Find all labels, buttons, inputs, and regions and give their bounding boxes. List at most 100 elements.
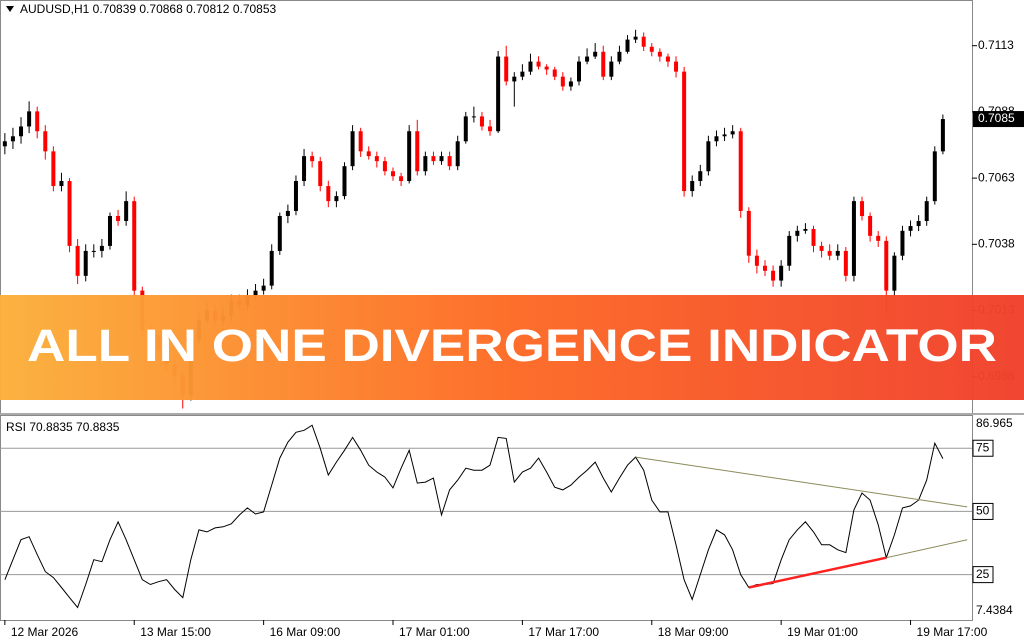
y-min-label: 7.4384 [976, 603, 1013, 617]
candle-body [633, 36, 638, 40]
candle-body [932, 151, 937, 202]
candle-body [601, 51, 606, 77]
candle-body [585, 56, 590, 62]
marks [2, 29, 968, 609]
candle-body [132, 201, 137, 291]
candle-body [916, 221, 921, 227]
candle-body [827, 250, 832, 256]
candle-body [326, 186, 331, 202]
candle-body [91, 250, 96, 252]
candle-body [2, 141, 7, 147]
candle-body [520, 71, 525, 77]
y-tick-label: 0.7063 [978, 170, 1015, 184]
candle-body [835, 250, 840, 256]
y-tick-box [972, 502, 994, 520]
y-max-label: 86.965 [976, 416, 1013, 430]
candle-body [447, 156, 452, 167]
candle-body [722, 134, 727, 137]
candle-body [293, 181, 298, 211]
candle-body [496, 56, 501, 132]
current-price-label: 0.7085 [978, 111, 1015, 125]
candle-body [415, 131, 420, 172]
candle-body [407, 131, 412, 182]
candle-body [674, 61, 679, 72]
x-tick-label: 19 Mar 01:00 [787, 625, 858, 639]
rsi-line [4, 424, 944, 609]
divergence-line [886, 539, 968, 559]
candle-body [358, 131, 363, 152]
candle-body [342, 166, 347, 197]
banner-band [0, 295, 1024, 400]
candle-body [779, 265, 784, 281]
candle-body [682, 71, 687, 192]
candle-body [116, 215, 121, 222]
candle-body [471, 116, 476, 118]
candle-body [625, 39, 630, 52]
candle-body [746, 210, 751, 256]
candle-body [67, 181, 72, 246]
candle-body [399, 176, 404, 182]
candle-body [528, 61, 533, 72]
y-tick-label: 50 [976, 504, 990, 518]
candle-body [892, 255, 897, 291]
candle-body [795, 230, 800, 236]
candle-body [463, 116, 468, 142]
candle-body [609, 61, 614, 77]
candle-body [762, 265, 767, 271]
candle-body [27, 111, 32, 127]
candle-body [374, 156, 379, 162]
divergence-line [635, 456, 968, 508]
candle-body [366, 151, 371, 157]
x-tick-label: 19 Mar 17:00 [917, 625, 988, 639]
y-tick-box [972, 439, 994, 457]
candle-body [455, 141, 460, 167]
x-tick-label: 13 Mar 15:00 [140, 625, 211, 639]
candle-body [924, 201, 929, 222]
candle-body [439, 156, 444, 162]
candle-body [593, 51, 598, 57]
candle-body [560, 76, 565, 87]
candle-body [269, 250, 274, 286]
candle-body [843, 250, 848, 276]
candle-body [10, 136, 15, 142]
candle-body [99, 245, 104, 251]
candle-body [544, 66, 549, 70]
candle-body [714, 136, 719, 142]
x-tick-label: 17 Mar 01:00 [399, 625, 470, 639]
candle-body [423, 156, 428, 172]
candle-body [738, 131, 743, 211]
candle-body [334, 196, 339, 202]
candle-body [302, 156, 307, 182]
candle-body [698, 171, 703, 182]
dropdown-arrow[interactable] [6, 6, 14, 12]
candle-body [787, 235, 792, 266]
candle-body [318, 161, 323, 187]
banner-text: ALL IN ONE DIVERGENCE INDICATOR [27, 320, 997, 371]
rsi-panel-frame [0, 415, 973, 621]
candle-body [908, 226, 913, 231]
candle-body [43, 131, 48, 152]
candle-body [851, 201, 856, 276]
candle-body [19, 126, 24, 137]
candle-body [253, 290, 258, 296]
candle-body [860, 201, 865, 216]
candle-body [277, 215, 282, 251]
candle-body [512, 76, 517, 82]
candle-body [124, 201, 129, 222]
candle-body [576, 61, 581, 82]
candle-body [488, 126, 493, 132]
candle-body [657, 51, 662, 57]
divergence-line [748, 556, 887, 589]
y-tick-box [972, 566, 994, 584]
candle-body [730, 131, 735, 135]
candle-body [617, 51, 622, 62]
x-tick-label: 12 Mar 2026 [11, 625, 79, 639]
candle-body [649, 46, 654, 52]
candle-body [876, 235, 881, 241]
candle-body [900, 230, 905, 256]
candle-body [310, 156, 315, 162]
candle-body [431, 156, 436, 162]
candle-body [868, 215, 873, 236]
price-header: AUDUSD,H1 0.70839 0.70868 0.70812 0.7085… [20, 2, 277, 16]
y-tick-label: 25 [976, 567, 990, 581]
